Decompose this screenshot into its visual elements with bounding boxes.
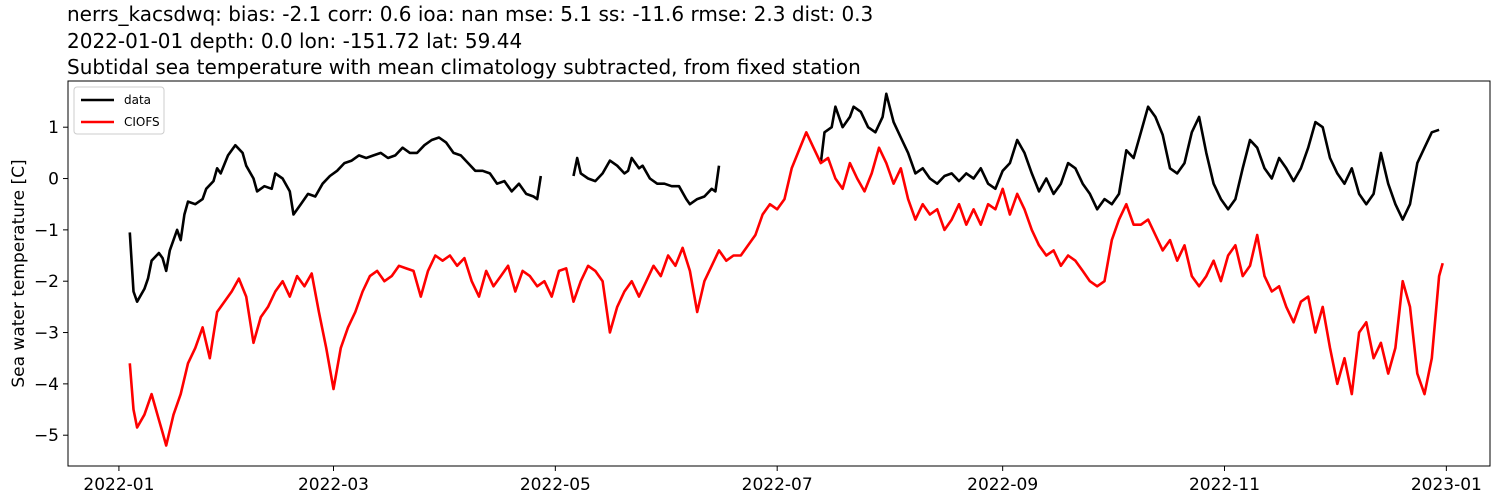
x-tick-label: 2022-05 [520, 475, 591, 495]
x-tick-label: 2022-07 [742, 475, 813, 495]
plot-frame [67, 80, 1491, 467]
y-tick-label: 1 [48, 118, 59, 138]
chart-title-line-1: nerrs_kacsdwq: bias: -2.1 corr: 0.6 ioa:… [67, 2, 874, 26]
series-ciofs-line-segment-1 [128, 131, 1444, 447]
y-tick-label: 0 [48, 170, 59, 190]
y-axis: 1 0 −1 −2 −3 −4 −5 [34, 118, 68, 446]
x-tick-label: 2023-01 [1411, 475, 1482, 495]
y-tick-label: −4 [34, 375, 59, 395]
chart-title-line-3: Subtidal sea temperature with mean clima… [67, 55, 861, 79]
legend-label-ciofs: CIOFS [124, 115, 160, 129]
y-tick-label: −1 [34, 221, 59, 241]
series-data-line-segment-3 [819, 92, 1440, 221]
series-layer [128, 92, 1444, 447]
legend-label-data: data [124, 93, 151, 107]
x-tick-label: 2022-01 [83, 475, 154, 495]
x-tick-label: 2022-03 [298, 475, 369, 495]
x-tick-label: 2022-11 [1189, 475, 1260, 495]
y-axis-label: Sea water temperature [C] [9, 159, 29, 387]
series-data-line-segment-2 [572, 156, 721, 206]
y-tick-label: −5 [34, 426, 59, 446]
x-tick-label: 2022-09 [967, 475, 1038, 495]
series-data-line-segment-1 [128, 136, 543, 303]
y-tick-label: −2 [34, 272, 59, 292]
chart-title-line-2: 2022-01-01 depth: 0.0 lon: -151.72 lat: … [67, 29, 523, 53]
y-tick-label: −3 [34, 324, 59, 344]
legend: data CIOFS [73, 86, 165, 135]
x-axis: 2022-01 2022-03 2022-05 2022-07 2022-09 2022-… [83, 466, 1482, 495]
